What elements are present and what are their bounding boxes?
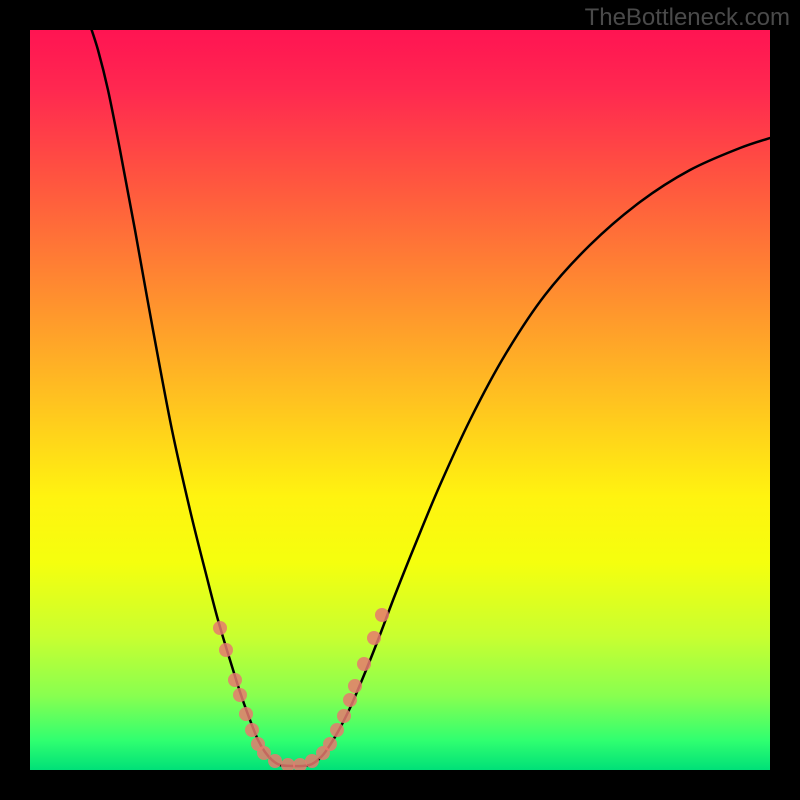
- data-marker: [213, 621, 227, 635]
- data-marker: [330, 723, 344, 737]
- chart-frame: TheBottleneck.com: [0, 0, 800, 800]
- data-marker: [357, 657, 371, 671]
- data-marker: [323, 737, 337, 751]
- chart-area: [30, 30, 770, 770]
- data-marker: [228, 673, 242, 687]
- data-marker: [268, 754, 282, 768]
- bottleneck-curve-chart: [30, 30, 770, 770]
- data-marker: [375, 608, 389, 622]
- data-marker: [343, 693, 357, 707]
- data-marker: [245, 723, 259, 737]
- data-marker: [337, 709, 351, 723]
- data-marker: [348, 679, 362, 693]
- data-marker: [219, 643, 233, 657]
- data-marker: [367, 631, 381, 645]
- data-marker: [239, 707, 253, 721]
- watermark-text: TheBottleneck.com: [585, 4, 790, 32]
- chart-background: [30, 30, 770, 770]
- data-marker: [233, 688, 247, 702]
